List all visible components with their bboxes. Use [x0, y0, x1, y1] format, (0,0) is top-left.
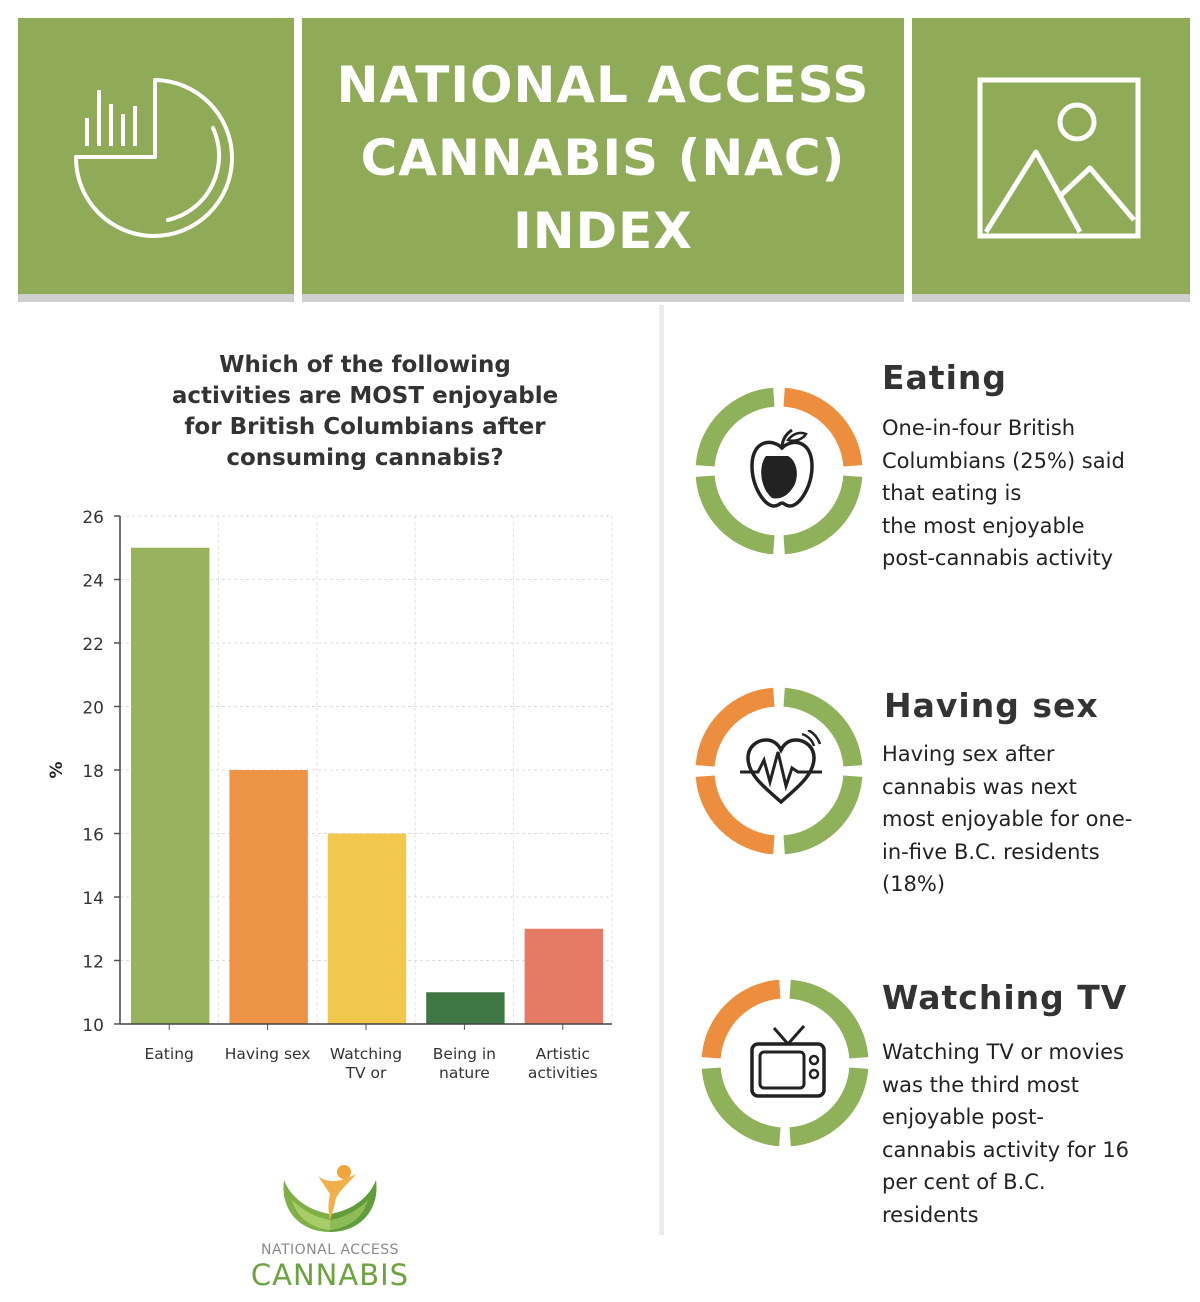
leaf-person-logo-icon	[283, 1165, 377, 1232]
y-tick-label: 14	[82, 889, 104, 909]
logo-text-line1: NATIONAL ACCESS	[261, 1242, 399, 1258]
card-text-line: Watching TV or movies	[882, 1040, 1124, 1064]
having-sex-ring	[695, 687, 863, 855]
bar-chart: 10 12 14 16 18 20 22 24 26 Eating Having sex Watchi…	[47, 508, 613, 1082]
heart-pulse-icon	[740, 730, 822, 805]
apple-icon	[750, 428, 814, 508]
y-tick-label: 10	[82, 1016, 104, 1036]
card-text-line: that eating is	[882, 481, 1022, 505]
card-text-line: in-five B.C. residents	[882, 839, 1100, 864]
card-text-line: was the third most	[882, 1072, 1079, 1097]
chart-title-line: consuming cannabis?	[226, 445, 504, 471]
x-tick-label: Eating	[145, 1045, 194, 1063]
card-text-line: (18%)	[882, 872, 946, 896]
image-icon	[977, 77, 1141, 239]
bar-artistic-activities	[524, 928, 603, 1024]
ring-segment	[789, 979, 869, 1059]
pie-chart-icon	[73, 78, 234, 238]
ring-segment	[695, 687, 775, 767]
header-shadow	[302, 294, 904, 302]
y-tick-label: 12	[82, 953, 104, 973]
bar-watching-tv-or-movies	[327, 833, 407, 1024]
card-text-line: Having sex after	[882, 742, 1055, 766]
card-text-line: per cent of B.C.	[882, 1170, 1046, 1194]
chart-title-line: activities are MOST enjoyable	[171, 383, 559, 409]
header-title-line: CANNABIS (NAC)	[360, 128, 846, 187]
x-tick-label: Watching	[330, 1045, 402, 1063]
card-having-sex-text: Having sex after cannabis was next most …	[882, 738, 1182, 901]
chart-title-line: for British Columbians after	[184, 414, 546, 440]
ring-segment	[783, 387, 863, 467]
y-tick-label: 20	[82, 699, 104, 719]
ring-segment	[783, 775, 863, 855]
y-tick-label: 26	[82, 508, 104, 528]
card-eating-text: One-in-four British Columbians (25%) sai…	[882, 412, 1182, 575]
x-tick-label: activities	[528, 1064, 598, 1082]
x-tick-label: TV or	[345, 1064, 387, 1082]
header-title: NATIONAL ACCESS CANNABIS (NAC) INDEX	[302, 18, 904, 298]
tv-icon	[750, 1025, 826, 1098]
header-title-line: NATIONAL ACCESS	[336, 55, 870, 114]
bar-having-sex	[229, 770, 308, 1024]
y-tick-label: 16	[82, 826, 104, 846]
logo-text-line2: CANNABIS	[250, 1258, 410, 1292]
y-tick-label: 22	[82, 635, 104, 655]
bar-eating	[131, 547, 210, 1024]
card-text-line: post-cannabis activity	[882, 546, 1114, 570]
header-title-panel	[302, 18, 904, 298]
card-text-line: cannabis was next	[882, 774, 1077, 799]
card-eating-title: Eating	[882, 358, 1008, 397]
card-having-sex-title: Having sex	[884, 686, 1099, 725]
y-axis-label: %	[47, 761, 67, 778]
ring-segment	[695, 475, 775, 555]
ring-segment	[789, 1067, 869, 1147]
chart-title-line: Which of the following	[219, 352, 511, 378]
eating-ring	[695, 387, 863, 555]
x-tick-label: Artistic	[536, 1045, 590, 1063]
header-shadow	[18, 294, 294, 302]
chart-title: Which of the following activities are MO…	[120, 350, 610, 474]
ring-segment	[695, 775, 775, 855]
card-text-line: One-in-four British	[882, 416, 1076, 440]
x-tick-label: nature	[439, 1064, 490, 1082]
header-shadow	[912, 294, 1190, 302]
card-watching-tv-text: Watching TV or movies was the third most…	[882, 1036, 1182, 1231]
ring-segment	[783, 687, 863, 767]
ring-segment	[695, 387, 775, 467]
bar-being-in-nature	[426, 992, 505, 1024]
card-text-line: Columbians (25%) said	[882, 448, 1125, 473]
watching-tv-ring	[701, 979, 869, 1147]
y-tick-label: 18	[82, 762, 104, 782]
card-watching-tv-title: Watching TV	[882, 978, 1128, 1017]
x-tick-label: Being in	[433, 1045, 496, 1063]
y-tick-label: 24	[82, 572, 104, 592]
header-right-panel	[912, 18, 1190, 298]
card-text-line: residents	[882, 1202, 979, 1227]
card-text-line: cannabis activity for 16	[882, 1137, 1130, 1162]
card-text-line: most enjoyable for one-	[882, 807, 1133, 831]
card-text-line: the most enjoyable	[882, 513, 1085, 538]
card-text-line: enjoyable post-	[882, 1105, 1044, 1129]
ring-segment	[701, 979, 781, 1059]
ring-segment	[783, 475, 863, 555]
ring-segment	[701, 1067, 781, 1147]
column-divider	[659, 305, 664, 1235]
header-title-line: INDEX	[513, 201, 693, 260]
x-tick-label: Having sex	[225, 1045, 311, 1063]
